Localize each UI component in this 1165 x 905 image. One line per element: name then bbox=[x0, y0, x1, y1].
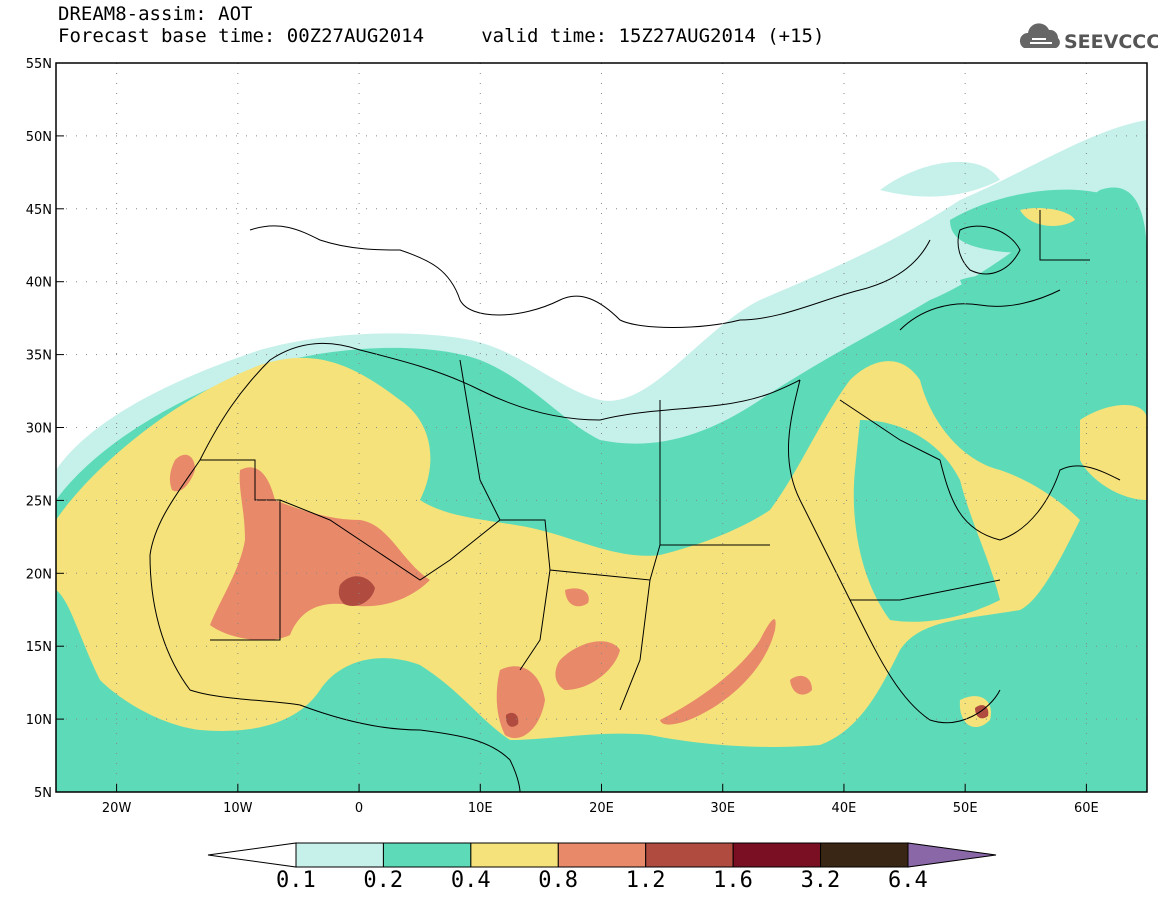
coastlines bbox=[149, 225, 1121, 792]
colorbar-level-label: 0.8 bbox=[538, 868, 579, 893]
lon-label: 60E bbox=[1074, 801, 1099, 816]
axis-ticks: 55N 50N 45N 40N 35N 30N 25N 20N 15N 10N 5N 20W 10W 0 1… bbox=[26, 57, 1099, 816]
colorbar-segment bbox=[382, 842, 472, 868]
aot-band-0.8 bbox=[210, 467, 430, 641]
lon-label: 40E bbox=[832, 801, 857, 816]
colorbar-low-extension bbox=[207, 842, 297, 868]
lat-label: 35N bbox=[26, 349, 52, 364]
cloud-icon bbox=[1019, 23, 1060, 48]
lat-label: 45N bbox=[26, 203, 52, 218]
lat-label: 30N bbox=[26, 422, 52, 437]
forecast-times: Forecast base time: 00Z27AUG2014 valid t… bbox=[58, 25, 825, 47]
lon-label: 30E bbox=[710, 801, 735, 816]
seevccc-logo: SEEVCCC bbox=[1019, 23, 1158, 53]
lat-label: 55N bbox=[26, 57, 52, 72]
lon-label: 0 bbox=[355, 801, 363, 816]
colorbar-level-label: 0.2 bbox=[363, 868, 404, 893]
lat-label: 25N bbox=[26, 494, 52, 509]
colorbar-high-extension bbox=[907, 842, 997, 868]
colorbar-segment bbox=[820, 842, 909, 868]
lon-label: 20E bbox=[589, 801, 614, 816]
colorbar-level-label: 6.4 bbox=[888, 868, 928, 893]
country-borders bbox=[200, 210, 1090, 711]
lon-label: 10W bbox=[223, 801, 253, 816]
lat-label: 10N bbox=[26, 713, 52, 728]
map-title: DREAM8-assim: AOT bbox=[58, 3, 253, 25]
logo-text: SEEVCCC bbox=[1064, 31, 1158, 53]
colorbar-segment bbox=[295, 842, 384, 868]
aot-band-0.4 bbox=[56, 357, 1080, 747]
colorbar-level-label: 3.2 bbox=[800, 868, 841, 893]
lon-label: 20W bbox=[102, 801, 132, 816]
lat-label: 50N bbox=[26, 130, 52, 145]
colorbar-level-label: 0.4 bbox=[450, 868, 491, 893]
lat-label: 20N bbox=[26, 567, 52, 582]
colorbar-segment bbox=[732, 842, 822, 868]
colorbar-level-label: 0.1 bbox=[276, 868, 316, 893]
lat-label: 15N bbox=[26, 640, 52, 655]
colorbar-segment bbox=[470, 842, 559, 868]
aot-band-1.2 bbox=[338, 576, 375, 607]
colorbar-segment bbox=[645, 842, 734, 868]
lat-label: 40N bbox=[26, 276, 52, 291]
colorbar-level-label: 1.2 bbox=[625, 868, 666, 893]
lon-label: 50E bbox=[953, 801, 978, 816]
colorbar-level-label: 1.6 bbox=[713, 868, 753, 893]
lat-label: 5N bbox=[34, 786, 52, 801]
aot-field bbox=[56, 120, 1147, 792]
lon-label: 10E bbox=[468, 801, 493, 816]
colorbar-segment bbox=[557, 842, 647, 868]
